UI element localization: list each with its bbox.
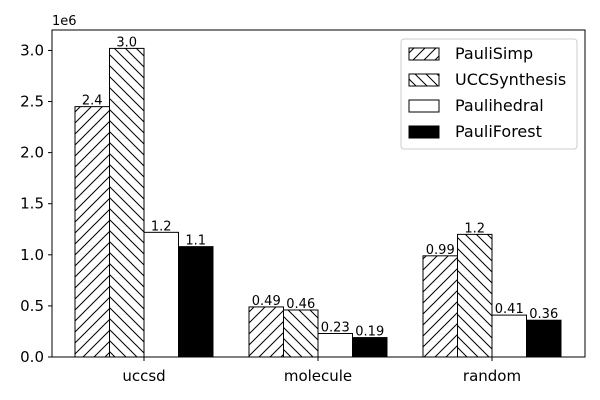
legend-label-pauliforest: PauliForest [455, 122, 542, 141]
legend-label-paulihedral: Paulihedral [455, 96, 544, 115]
x-axis: uccsd molecule random [122, 357, 521, 385]
bar-value-label: 0.23 [321, 320, 350, 335]
bar-paulihedral-molecule [317, 332, 353, 358]
y-tick-label: 2.5 [20, 93, 44, 111]
y-tick-label: 1.5 [20, 195, 44, 213]
bar-value-label: 0.36 [529, 307, 558, 322]
bar-value-label: 1.2 [464, 221, 485, 236]
legend-label-uccsynthesis: UCCSynthesis [455, 70, 566, 89]
x-tick-label: molecule [284, 367, 352, 385]
bar-value-label: 0.46 [286, 297, 315, 312]
legend-swatch-paulisimp [408, 47, 440, 61]
y-axis: 0.0 0.5 1.0 1.5 2.0 2.5 3.0 [20, 41, 52, 366]
bar-uccsynthesis-random [457, 233, 493, 358]
bar-value-label: 0.41 [495, 302, 524, 317]
bar-uccsynthesis-uccsd [109, 47, 145, 358]
y-tick-label: 3.0 [20, 41, 44, 59]
bar-pauliforest-molecule [352, 337, 388, 358]
bar-value-label: 0.99 [426, 243, 455, 258]
y-tick-label: 2.0 [20, 144, 44, 162]
bar-paulisimp-random [422, 255, 458, 358]
bar-pauliforest-random [526, 319, 562, 358]
legend: PauliSimp UCCSynthesis Paulihedral PauliFor… [400, 38, 578, 150]
bar-pauliforest-uccsd [178, 246, 214, 358]
y-offset-label: 1e6 [52, 14, 77, 29]
bar-value-label: 2.4 [82, 94, 103, 109]
y-tick-label: 1.0 [20, 246, 44, 264]
bar-labels-layer: 2.4 0.49 0.99 3.0 0.46 1.2 1.2 0.23 0.41 1.1 0.19 0… [82, 35, 558, 339]
bar-paulisimp-uccsd [74, 106, 110, 358]
x-tick-label: uccsd [122, 367, 165, 385]
bar-value-label: 0.19 [355, 325, 384, 340]
y-tick-label: 0.5 [20, 297, 44, 315]
bar-paulihedral-uccsd [143, 231, 179, 358]
x-tick-label: random [463, 367, 521, 385]
legend-swatch-pauliforest [408, 125, 440, 139]
legend-frame [400, 38, 578, 150]
legend-swatch-paulihedral [408, 99, 440, 113]
bar-value-label: 1.1 [185, 234, 206, 249]
bar-uccsynthesis-molecule [283, 309, 319, 358]
legend-swatch-uccsynthesis [408, 73, 440, 87]
y-tick-label: 0.0 [20, 348, 44, 366]
bar-paulisimp-molecule [248, 306, 284, 358]
bar-value-label: 3.0 [116, 35, 137, 50]
bar-value-label: 1.2 [151, 219, 172, 234]
legend-label-paulisimp: PauliSimp [455, 44, 533, 63]
bar-value-label: 0.49 [252, 294, 281, 309]
bars-layer [74, 47, 562, 358]
bar-paulihedral-random [491, 314, 527, 358]
